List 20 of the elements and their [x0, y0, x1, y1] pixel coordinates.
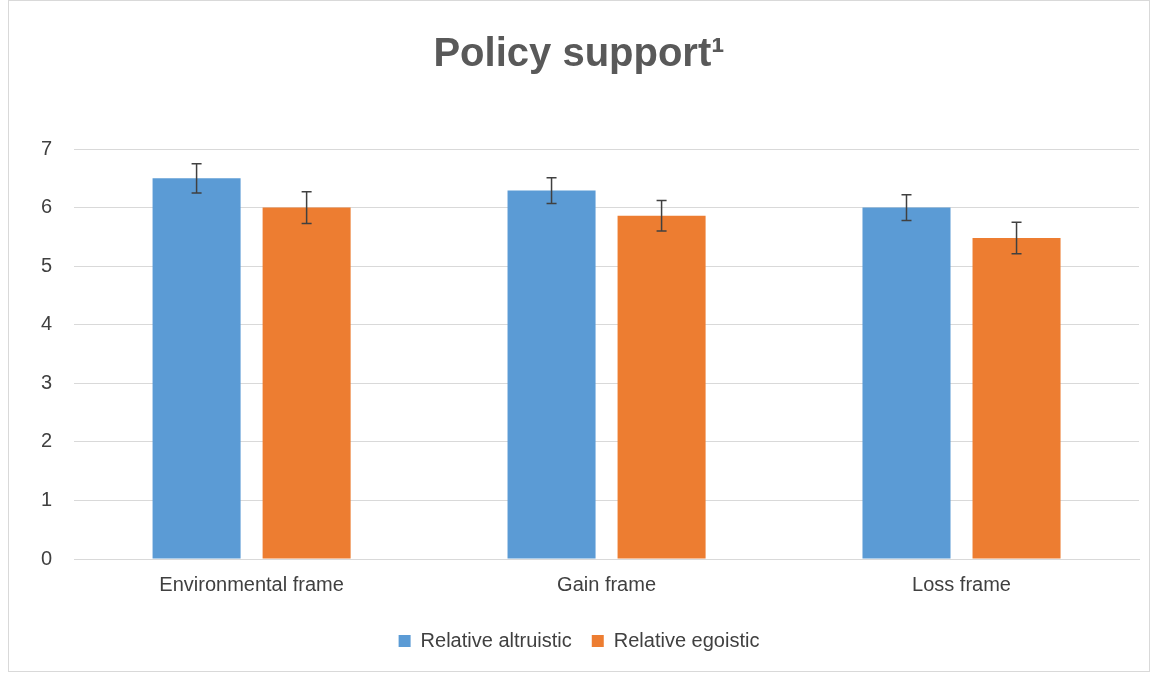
x-tick-label: Environmental frame	[159, 572, 344, 595]
bar	[262, 207, 351, 559]
chart-title: Policy support¹	[433, 30, 725, 75]
legend-label: Relative egoistic	[613, 628, 760, 651]
y-tick-label: 0	[41, 546, 53, 569]
bar	[507, 190, 596, 559]
y-tick-label: 7	[41, 136, 53, 159]
bar	[617, 215, 706, 559]
bar	[862, 207, 951, 559]
y-tick-label: 6	[41, 195, 53, 218]
x-tick-label: Gain frame	[557, 572, 657, 595]
y-tick-label: 1	[41, 487, 53, 510]
x-tick-label: Loss frame	[912, 572, 1011, 595]
y-tick-label: 2	[41, 429, 53, 452]
legend-label: Relative altruistic	[420, 628, 572, 651]
y-tick-label: 5	[41, 253, 53, 276]
y-tick-label: 3	[41, 370, 53, 393]
bar	[152, 178, 241, 559]
y-tick-label: 4	[41, 312, 53, 335]
bar	[972, 238, 1061, 559]
